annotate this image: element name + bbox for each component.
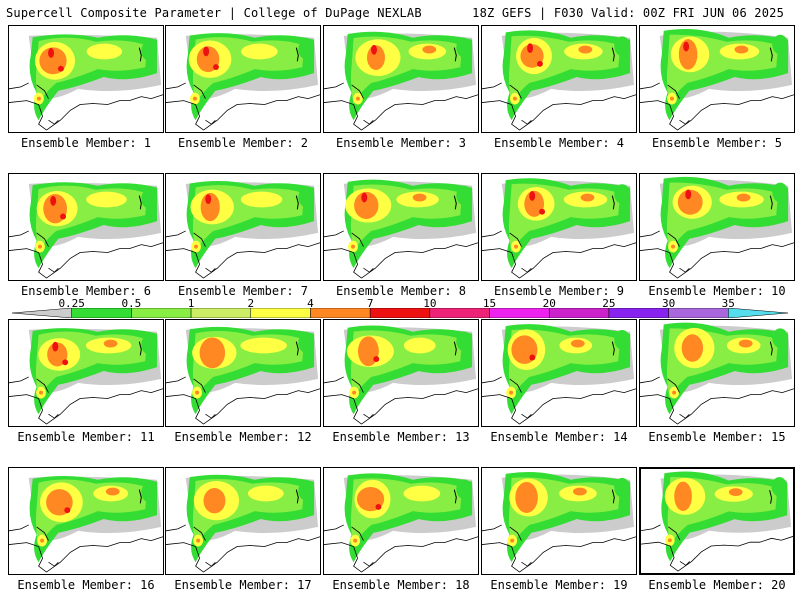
member-label: Ensemble Member: 3 [335, 136, 467, 150]
member-label: Ensemble Member: 12 [174, 430, 312, 444]
valid-time: 18Z GEFS | F030 Valid: 00Z FRI JUN 06 20… [472, 6, 784, 20]
scp-map [324, 325, 478, 425]
scp-map [324, 473, 478, 573]
member-label: Ensemble Member: 14 [490, 430, 628, 444]
map-panel-member-7[interactable] [165, 173, 321, 281]
map-panel-member-10[interactable] [639, 173, 795, 281]
legend-tick-label: 10 [423, 297, 437, 310]
member-label: Ensemble Member: 16 [17, 578, 155, 592]
member-label: Ensemble Member: 9 [493, 284, 625, 298]
map-panel-member-14[interactable] [481, 319, 637, 427]
legend-tick-label: 7 [366, 297, 374, 310]
member-label: Ensemble Member: 6 [20, 284, 152, 298]
scp-map [166, 33, 320, 131]
member-label: Ensemble Member: 7 [177, 284, 309, 298]
scp-map [9, 476, 163, 573]
map-panel-member-1[interactable] [8, 25, 164, 133]
map-panel-member-12[interactable] [165, 319, 321, 427]
legend-tick-label: 35 [721, 297, 735, 310]
member-label: Ensemble Member: 4 [493, 136, 625, 150]
legend-swatch [429, 308, 490, 318]
member-label: Ensemble Member: 19 [490, 578, 628, 592]
scp-map [9, 328, 163, 425]
scp-map [9, 182, 163, 279]
scp-map [166, 474, 320, 573]
legend-tick-label: 30 [661, 297, 676, 310]
map-panel-member-5[interactable] [639, 25, 795, 133]
member-label: Ensemble Member: 13 [332, 430, 470, 444]
scp-map [166, 326, 320, 425]
member-label: Ensemble Member: 15 [648, 430, 786, 444]
scp-map [324, 179, 478, 279]
map-panel-member-3[interactable] [323, 25, 479, 133]
map-panel-member-11[interactable] [8, 319, 164, 427]
scp-map [640, 28, 794, 131]
map-panel-member-9[interactable] [481, 173, 637, 281]
page-title: Supercell Composite Parameter | College … [6, 6, 422, 20]
legend-swatch [250, 308, 311, 318]
legend-tick-label: 0.5 [121, 297, 142, 310]
color-legend-bar [12, 308, 788, 318]
map-panel-member-13[interactable] [323, 319, 479, 427]
map-panel-member-20[interactable] [639, 467, 795, 575]
legend-swatch [608, 308, 669, 318]
scp-map [482, 30, 636, 131]
map-panel-member-19[interactable] [481, 467, 637, 575]
member-label: Ensemble Member: 2 [177, 136, 309, 150]
scp-map [640, 176, 794, 279]
legend-swatch [728, 308, 788, 318]
legend-tick-label: 20 [542, 297, 556, 310]
scp-map [640, 322, 794, 425]
map-panel-member-16[interactable] [8, 467, 164, 575]
member-label: Ensemble Member: 10 [648, 284, 786, 298]
scp-map [9, 34, 163, 131]
legend-swatch [548, 308, 610, 318]
legend-tick-label: 25 [602, 297, 616, 310]
map-panel-member-6[interactable] [8, 173, 164, 281]
scp-map [482, 178, 636, 279]
legend-tick-label: 15 [482, 297, 497, 310]
map-panel-member-17[interactable] [165, 467, 321, 575]
map-panel-member-8[interactable] [323, 173, 479, 281]
legend-tick-label: 4 [307, 297, 314, 310]
member-label: Ensemble Member: 11 [17, 430, 155, 444]
legend-swatch [489, 308, 550, 318]
member-label: Ensemble Member: 18 [332, 578, 470, 592]
member-label: Ensemble Member: 17 [174, 578, 312, 592]
map-panel-member-4[interactable] [481, 25, 637, 133]
map-panel-member-2[interactable] [165, 25, 321, 133]
member-label: Ensemble Member: 20 [648, 578, 786, 592]
map-panel-member-15[interactable] [639, 319, 795, 427]
member-label: Ensemble Member: 1 [20, 136, 152, 150]
legend-tick-label: 0.25 [58, 297, 85, 310]
scp-map [482, 471, 636, 573]
scp-map [641, 471, 793, 572]
legend-swatch [310, 308, 371, 318]
scp-map [324, 31, 478, 131]
legend-swatch [668, 308, 729, 318]
map-panel-member-18[interactable] [323, 467, 479, 575]
scp-map [166, 181, 320, 279]
member-label: Ensemble Member: 5 [651, 136, 783, 150]
legend-swatch [190, 308, 252, 318]
member-label: Ensemble Member: 8 [335, 284, 467, 298]
legend-swatch [369, 308, 431, 318]
legend-tick-label: 1 [187, 297, 195, 310]
scp-map [482, 324, 636, 425]
legend-tick-label: 2 [247, 297, 255, 310]
